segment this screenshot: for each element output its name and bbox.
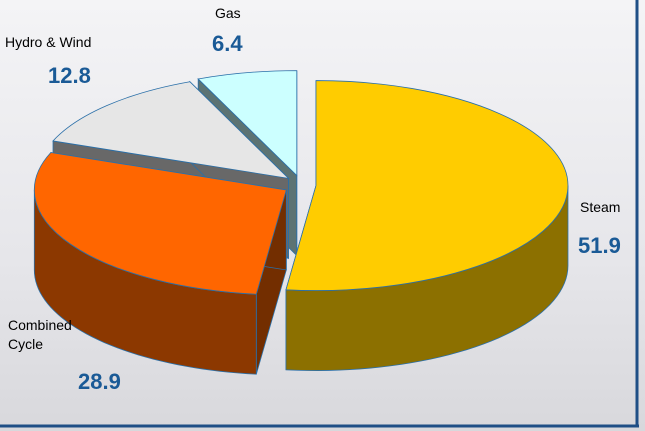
slice-label: Hydro & Wind [5, 34, 92, 50]
pie-slice [285, 80, 569, 291]
value-label: 28.9 [78, 369, 121, 394]
slice-label: Combined Cycle [8, 317, 72, 352]
pie-slice [52, 81, 290, 179]
slice-label: Gas [215, 5, 241, 21]
slice-label: Steam [580, 199, 621, 215]
value-label: 12.8 [48, 63, 91, 88]
value-label: 6.4 [212, 31, 243, 56]
pie-slice [197, 70, 298, 177]
value-label: 51.9 [578, 233, 621, 258]
pie-slice [33, 152, 287, 295]
